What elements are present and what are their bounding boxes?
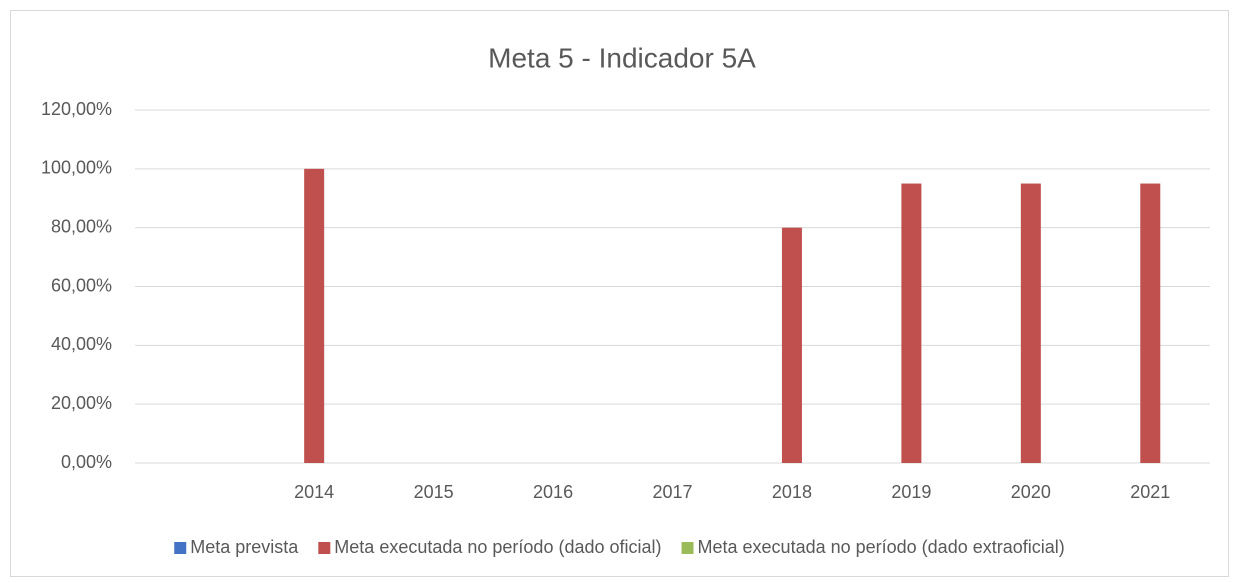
x-tick-label: 2015: [414, 482, 454, 502]
x-tick-label: 2014: [294, 482, 334, 502]
legend-swatch: [174, 542, 187, 554]
bar: [901, 183, 922, 463]
legend-label: Meta executada no período (dado extraofi…: [698, 537, 1065, 557]
bar: [1140, 183, 1161, 463]
bar: [304, 168, 325, 464]
bar: [781, 227, 802, 463]
bar: [1020, 183, 1041, 463]
x-tick-label: 2019: [891, 482, 931, 502]
y-tick-label: 80,00%: [51, 216, 112, 236]
legend-item: Meta executada no período (dado extraofi…: [681, 537, 1065, 557]
y-tick-label: 20,00%: [51, 393, 112, 413]
x-tick-label: 2017: [652, 482, 692, 502]
legend-item: Meta prevista: [174, 537, 299, 557]
legend-swatch: [318, 542, 331, 554]
x-tick-label: 2021: [1130, 482, 1170, 502]
y-tick-label: 100,00%: [41, 158, 112, 178]
y-tick-label: 40,00%: [51, 334, 112, 354]
legend-item: Meta executada no período (dado oficial): [318, 537, 662, 557]
x-tick-label: 2016: [533, 482, 573, 502]
y-tick-label: 0,00%: [61, 452, 112, 472]
x-tick-label: 2020: [1011, 482, 1051, 502]
x-tick-label: 2018: [772, 482, 812, 502]
legend-label: Meta executada no período (dado oficial): [334, 537, 661, 557]
y-tick-label: 120,00%: [41, 99, 112, 119]
legend-swatch: [681, 542, 694, 554]
chart-title: Meta 5 - Indicador 5A: [488, 42, 756, 73]
y-tick-label: 60,00%: [51, 275, 112, 295]
legend-label: Meta prevista: [190, 537, 299, 557]
